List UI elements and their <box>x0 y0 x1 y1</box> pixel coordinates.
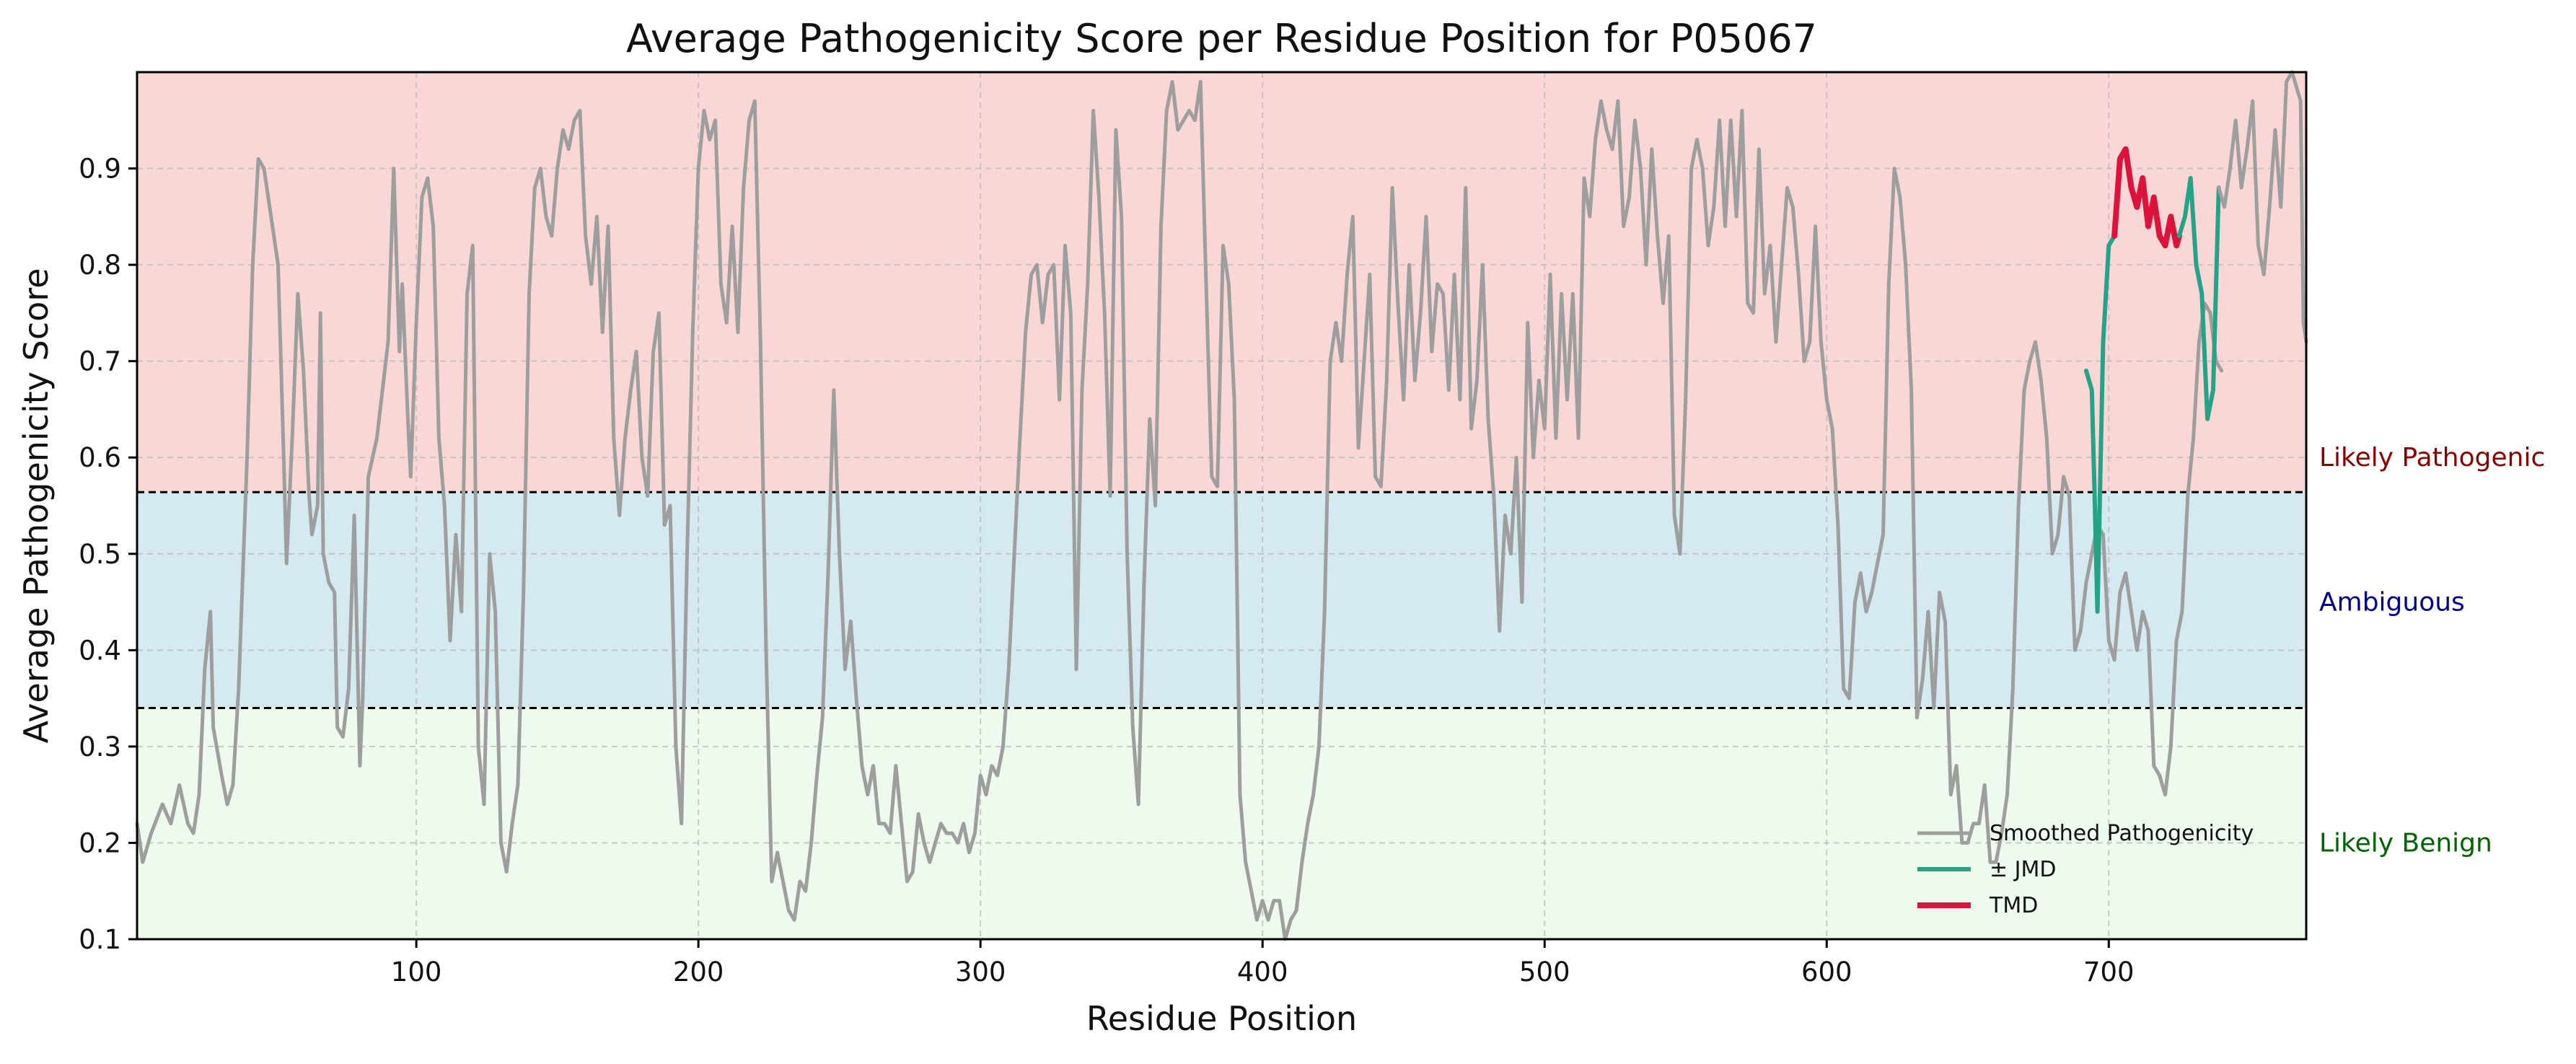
y-tick-label: 0.5 <box>79 539 121 570</box>
series-line-4 <box>2217 70 2308 344</box>
region-label-2: Likely Benign <box>2319 828 2492 858</box>
series-line-0 <box>135 79 2224 941</box>
y-tick-label: 0.6 <box>79 442 121 473</box>
region-labels: Likely Pathogenic Ambiguous Likely Benign <box>2319 443 2545 858</box>
region-band-2 <box>137 708 2306 939</box>
x-tick-label: 500 <box>1519 957 1570 988</box>
plot-frame <box>136 71 2308 941</box>
y-tick-label: 0.8 <box>79 250 121 281</box>
x-tick-label: 100 <box>391 957 442 988</box>
y-tick-label: 0.9 <box>79 154 121 185</box>
region-label-1: Ambiguous <box>2319 588 2465 617</box>
y-axis-label: Average Pathogenicity Score <box>17 268 56 744</box>
axis-ticks: 100 200 300 400 500 600 700 0.1 0.2 0.3 0.4 0.5 0.6 0… <box>79 154 2134 988</box>
legend-label-1: ± JMD <box>1990 857 2057 882</box>
y-tick-label: 0.1 <box>79 924 121 955</box>
legend-label-0: Smoothed Pathogenicity <box>1990 821 2254 846</box>
region-label-0: Likely Pathogenic <box>2319 443 2545 472</box>
series-line-2 <box>2111 146 2182 249</box>
x-tick-label: 700 <box>2083 957 2135 988</box>
region-band-1 <box>137 492 2306 708</box>
x-tick-label: 200 <box>673 957 724 988</box>
y-tick-label: 0.2 <box>79 827 121 858</box>
y-tick-label: 0.3 <box>79 731 121 762</box>
legend: Smoothed Pathogenicity ± JMD TMD <box>1917 821 2254 918</box>
series-line-3 <box>2177 175 2221 421</box>
series-line-1 <box>2084 234 2117 614</box>
x-tick-label: 400 <box>1237 957 1288 988</box>
legend-label-2: TMD <box>1989 893 2038 918</box>
x-tick-label: 600 <box>1801 957 1852 988</box>
series-lines <box>135 70 2308 941</box>
y-tick-label: 0.7 <box>79 346 121 377</box>
x-tick-label: 300 <box>955 957 1006 988</box>
y-tick-label: 0.4 <box>79 635 121 666</box>
x-axis-label: Residue Position <box>1086 999 1357 1038</box>
chart-title: Average Pathogenicity Score per Residue … <box>626 16 1817 61</box>
